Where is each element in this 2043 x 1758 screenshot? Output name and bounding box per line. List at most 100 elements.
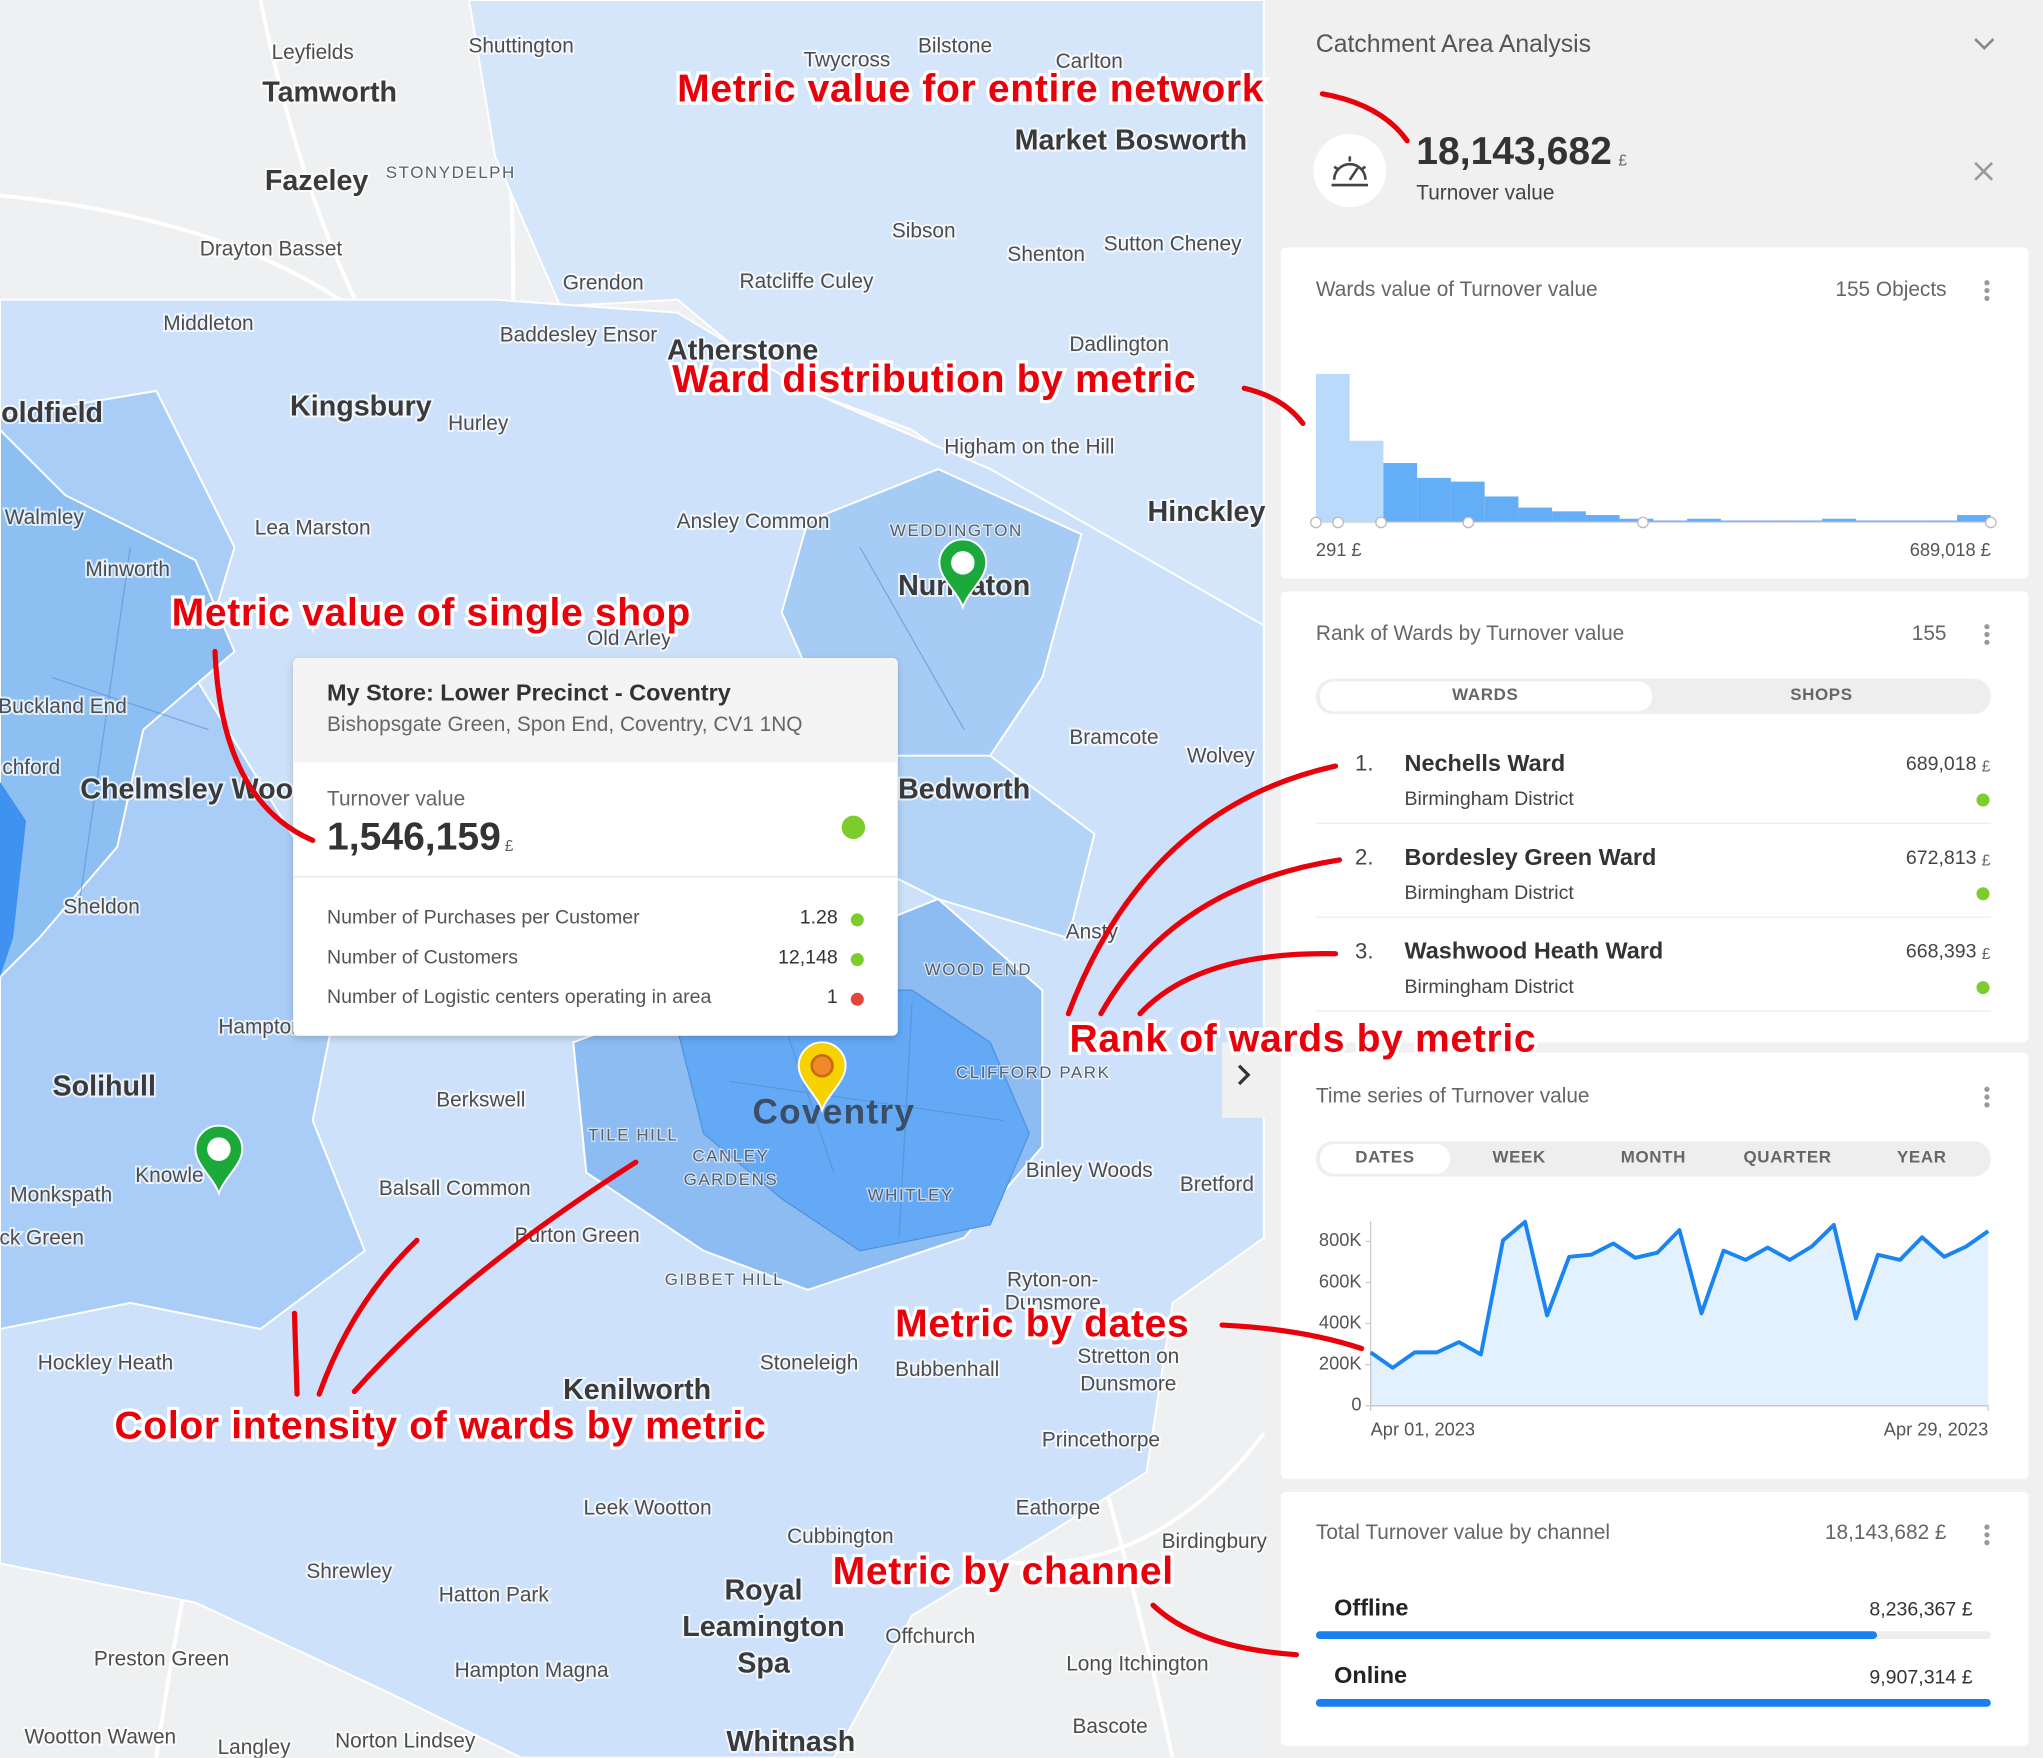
x-tick-label: Apr 01, 2023 [1371, 1418, 1475, 1439]
close-button[interactable] [1974, 161, 1994, 181]
place-label: Ratcliffe Culey [740, 270, 874, 293]
tab[interactable]: SHOPS [1790, 685, 1853, 704]
histogram-bar [1720, 520, 1755, 523]
area [1370, 1221, 1989, 1406]
menu-dots[interactable] [1984, 624, 1990, 645]
ward-borders [51, 546, 1004, 1238]
tooltip-title: My Store: Lower Precinct - Coventry [327, 680, 731, 706]
row-label: Number of Logistic centers operating in … [327, 986, 711, 1008]
tab[interactable]: QUARTER [1743, 1148, 1831, 1167]
range-handle[interactable] [1637, 516, 1649, 529]
row-label: Number of Purchases per Customer [327, 907, 640, 929]
place-label: Hockley Heath [38, 1352, 173, 1375]
annotation: Metric by channel [833, 1550, 1174, 1593]
range-handle[interactable] [1332, 516, 1344, 529]
panel-title: Catchment Area Analysis [1316, 31, 1591, 58]
tab[interactable]: YEAR [1897, 1148, 1947, 1167]
panel-toggle-icon [1237, 1064, 1251, 1086]
place-label: Dunsmore [1080, 1372, 1176, 1395]
annotation-line [1098, 857, 1342, 1017]
currency: £ [1982, 946, 1991, 963]
status-dot [1976, 887, 1990, 901]
place-label: Knowle [135, 1164, 203, 1187]
menu-dots[interactable] [1984, 1086, 1990, 1108]
map-pin-center [951, 551, 975, 575]
place-label: Bascote [1072, 1715, 1147, 1738]
tab[interactable]: DATES [1355, 1148, 1414, 1167]
y-tick-label: 0 [1351, 1394, 1361, 1415]
place-label: Long Itchington [1066, 1653, 1208, 1676]
row-value: 1.28 [800, 907, 838, 929]
annotation-line [316, 1237, 420, 1397]
y-tick-label: 600K [1319, 1270, 1362, 1291]
histogram-bar [1450, 481, 1485, 523]
histogram-bar [1552, 511, 1586, 523]
place-label: Shuttington [468, 34, 573, 57]
place-label: Eathorpe [1016, 1496, 1101, 1519]
card-count: 18,143,682 £ [1825, 1521, 1947, 1544]
place-label: Buckland End [0, 695, 127, 718]
place-label: Hatton Park [439, 1584, 550, 1607]
status-dot [841, 815, 866, 840]
annotation-line [1319, 91, 1410, 144]
currency: £ [1618, 153, 1627, 170]
place-label: Fazeley [265, 165, 369, 197]
status-dot [850, 953, 864, 967]
map-pin-center [810, 1054, 834, 1078]
place-label: Berkswell [436, 1088, 525, 1111]
status-dot [850, 913, 864, 927]
tab[interactable]: WEEK [1492, 1148, 1545, 1167]
place-label: Bubbenhall [895, 1358, 999, 1381]
annotation: Ward distribution by metric [672, 358, 1196, 401]
place-label: oldfield [1, 397, 103, 429]
range-handle[interactable] [1462, 516, 1475, 529]
ward-value: 668,393 [1906, 941, 1977, 963]
tooltip-address: Bishopsgate Green, Spon End, Coventry, C… [327, 713, 802, 736]
place-label: Royal [724, 1575, 802, 1607]
place-label: Grendon [563, 272, 644, 295]
ward-district: Birmingham District [1405, 788, 1575, 810]
place-label: Carlton [1056, 50, 1123, 73]
place-label: Leek Wootton [583, 1496, 711, 1519]
map[interactable] [0, 0, 1267, 1758]
row-label: Number of Customers [327, 946, 518, 968]
place-label: Sutton Cheney [1104, 232, 1242, 255]
histogram-bar [1585, 515, 1620, 523]
place-label: Hinckley [1148, 496, 1266, 528]
tooltip-header [293, 657, 898, 763]
place-label: Bedworth [898, 773, 1030, 805]
menu-dots[interactable] [1984, 280, 1990, 301]
place-label: Ansty [1066, 920, 1119, 943]
collapse-chevron[interactable] [1974, 38, 1995, 51]
place-label: Offchurch [885, 1625, 975, 1648]
place-label: Sheldon [63, 896, 139, 919]
tab[interactable]: MONTH [1621, 1148, 1686, 1167]
range-handle[interactable] [1375, 516, 1387, 529]
place-label: Tamworth [262, 76, 397, 108]
rank-number: 2. [1355, 844, 1373, 869]
ward-name: Bordesley Green Ward [1405, 844, 1657, 870]
card-count: 155 Objects [1835, 278, 1946, 301]
place-label: Hampton [218, 1015, 303, 1038]
pins[interactable] [194, 538, 988, 1197]
annotation-lines [212, 91, 1410, 1658]
place-label: Coventry [752, 1092, 915, 1131]
annotation-line [1065, 763, 1339, 1017]
range-handle[interactable] [1984, 516, 1997, 529]
histogram-bar [1754, 520, 1789, 523]
range-handle[interactable] [1310, 516, 1322, 529]
place-label: WOOD END [925, 960, 1032, 979]
place-label: Old Arley [587, 627, 672, 650]
place-label: chford [2, 756, 60, 779]
place-label: Wootton Wawen [24, 1726, 176, 1749]
bar [1315, 1698, 1991, 1707]
annotation: Metric value of single shop [172, 591, 691, 634]
place-label: Bilstone [918, 34, 992, 57]
menu-dots[interactable] [1984, 1524, 1990, 1546]
channel-name: Offline [1334, 1594, 1408, 1620]
place-label: WEDDINGTON [890, 521, 1023, 540]
tab[interactable]: WARDS [1452, 685, 1518, 704]
